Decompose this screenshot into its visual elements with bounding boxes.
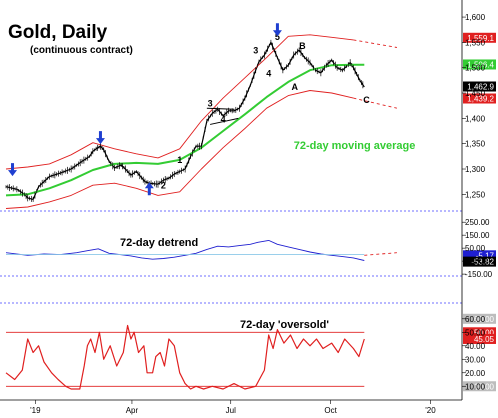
price-series-upper_projection xyxy=(353,39,397,48)
wave-annotation: 3 xyxy=(253,46,258,56)
wave-annotation: 1 xyxy=(177,155,182,165)
arrow-down-icon xyxy=(272,23,282,37)
price-right-label: 1,462.9 xyxy=(467,83,494,92)
detrend-right-label: -5.17 xyxy=(476,251,495,260)
x-tick-label: Apr xyxy=(126,406,139,415)
price-series-lower_projection xyxy=(353,97,398,109)
detrend-ytick-label: -150.00 xyxy=(465,270,493,279)
price-right-label: 1,439.2 xyxy=(467,95,494,104)
wave-annotation: 4 xyxy=(266,68,271,78)
oversold-panel-label: 72-day 'oversold' xyxy=(240,319,329,331)
arrow-down-icon xyxy=(95,131,105,145)
x-tick-label: Jul xyxy=(226,406,236,415)
price-ytick-label: 1,500 xyxy=(465,64,486,73)
wave-annotation: 5 xyxy=(275,32,280,42)
price-ytick-label: 1,300 xyxy=(465,165,486,174)
oversold-ytick-label: 10.00 xyxy=(465,382,486,391)
wave-annotation: A xyxy=(292,82,299,92)
oversold-right-label-box xyxy=(463,333,496,344)
price-ytick-label: 1,250 xyxy=(465,190,486,199)
detrend-ytick-label: 150.00 xyxy=(465,231,490,240)
price-ytick-label: 1,400 xyxy=(465,114,486,123)
detrend-ytick-label: 250.00 xyxy=(465,218,490,227)
chart-subtitle: (continuous contract) xyxy=(30,45,133,56)
oversold-ytick-label: 40.00 xyxy=(465,342,486,351)
detrend-panel-label: 72-day detrend xyxy=(120,237,198,249)
detrend-series-detrend xyxy=(5,239,365,261)
oversold-ytick-label: 20.00 xyxy=(465,369,486,378)
detrend-ytick-label: -50.00 xyxy=(465,257,488,266)
price-ytick-label: 1,600 xyxy=(465,13,486,22)
chart-title: Gold, Daily xyxy=(8,22,108,43)
oversold-right-label-box xyxy=(463,327,496,338)
channel-line-lower xyxy=(210,117,239,125)
detrend-right-label-box xyxy=(463,256,496,267)
wave-annotation: 2 xyxy=(161,180,166,190)
oversold-right-label: 45.05 xyxy=(474,335,495,344)
oversold-right-label: 60.00 xyxy=(474,315,495,324)
detrend-right-label-box xyxy=(463,250,496,261)
wave-annotation: 4 xyxy=(221,114,226,124)
oversold-right-label: 10.00 xyxy=(474,382,495,391)
wave-annotation: 3 xyxy=(208,99,213,109)
oversold-ytick-label: 50.00 xyxy=(465,328,486,337)
price-ytick-label: 1,450 xyxy=(465,89,486,98)
oversold-right-label-box xyxy=(463,313,496,324)
oversold-ytick-label: 60.00 xyxy=(465,315,486,324)
oversold-right-label: 50.00 xyxy=(474,328,495,337)
detrend-right-label: -53.82 xyxy=(471,258,494,267)
arrow-up-icon xyxy=(144,182,154,196)
wave-annotation: C xyxy=(363,95,370,105)
price-series-lower_band xyxy=(5,90,354,209)
x-tick-label: Oct xyxy=(324,406,337,415)
ma-label: 72-day moving average xyxy=(294,140,416,152)
arrow-down-icon xyxy=(8,163,18,177)
price-right-label-box xyxy=(463,32,496,43)
price-right-label: 1,559.1 xyxy=(467,34,494,43)
oversold-series-oversold xyxy=(5,324,365,390)
price-series-upper_band xyxy=(5,34,354,170)
price-right-label-box xyxy=(463,81,496,92)
price-right-label: 1,506.4 xyxy=(467,60,494,69)
price-series-price xyxy=(5,41,365,200)
series-layer xyxy=(5,34,398,390)
oversold-right-label-box xyxy=(463,381,496,392)
oversold-ytick-label: 30.00 xyxy=(465,355,486,364)
price-right-label-box xyxy=(463,93,496,104)
detrend-ytick-label: 50.00 xyxy=(465,244,486,253)
marks-layer: 1,559.11,506.41,462.91,439.21234345ABC72… xyxy=(8,23,496,392)
price-ytick-label: 1,350 xyxy=(465,140,486,149)
channel-line-upper xyxy=(206,107,235,110)
price-ytick-label: 1,550 xyxy=(465,38,486,47)
price-right-label-box xyxy=(463,59,496,70)
x-tick-label: '20 xyxy=(425,406,436,415)
x-tick-label: '19 xyxy=(30,406,41,415)
wave-annotation: B xyxy=(299,41,306,51)
